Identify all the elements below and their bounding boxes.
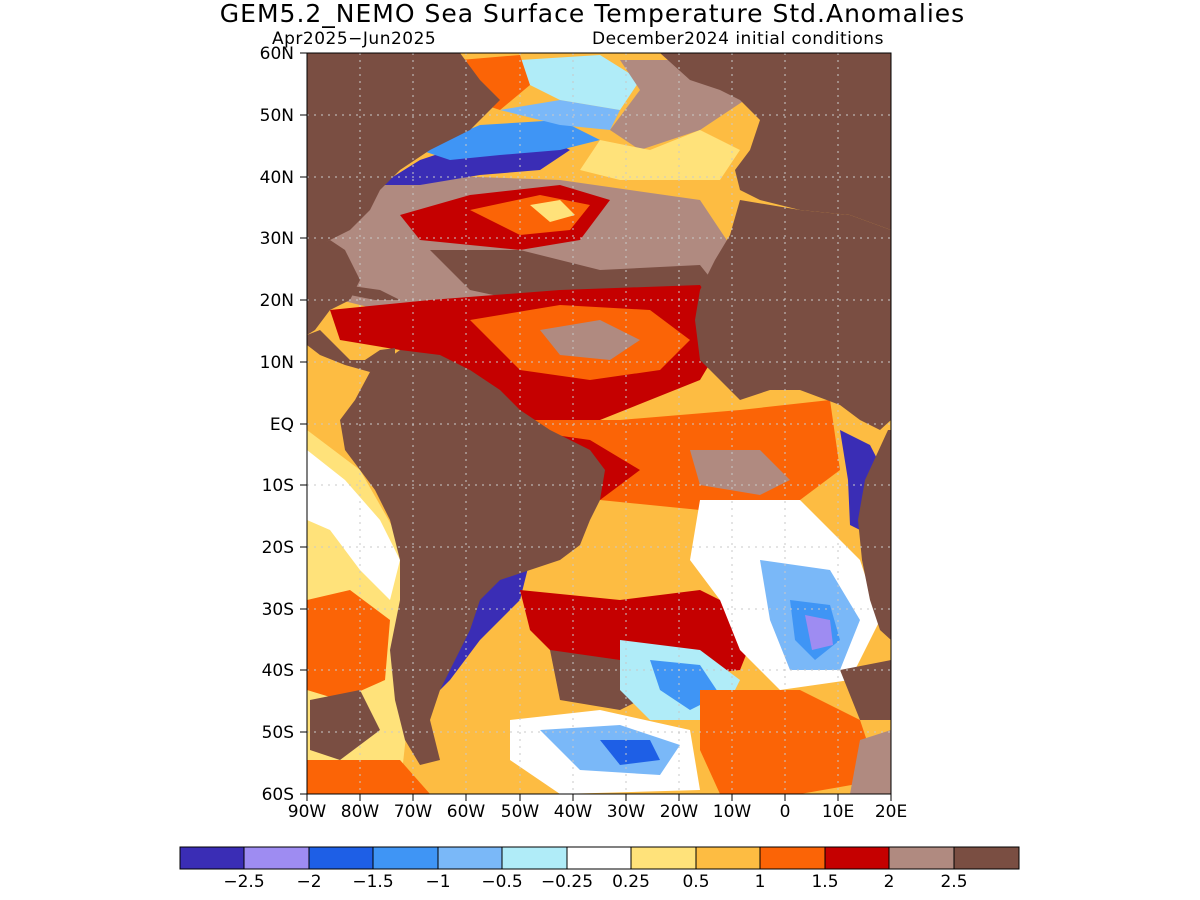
lon-label: 20W [659, 802, 699, 822]
legend-label: −2.5 [223, 872, 265, 892]
color-legend [179, 846, 1020, 870]
legend-label: −2 [296, 872, 322, 892]
lon-label: 50W [500, 802, 540, 822]
legend-box-9 [759, 846, 826, 870]
legend-box-7 [630, 846, 697, 870]
lon-label: 40W [553, 802, 593, 822]
legend-label: 0.5 [682, 872, 710, 892]
legend-label: −1.5 [352, 872, 394, 892]
legend-label: 0.25 [612, 872, 650, 892]
land-europe [660, 53, 891, 230]
lat-label: 20S [261, 538, 294, 558]
legend-label: 1 [754, 872, 766, 892]
legend-label: −0.25 [540, 872, 594, 892]
lat-label: 60S [261, 785, 294, 805]
legend-box-1 [243, 846, 310, 870]
lat-label: 10S [261, 476, 294, 496]
legend-box-2 [308, 846, 374, 870]
lat-label: 20N [259, 291, 294, 311]
legend-box-5 [501, 846, 568, 870]
legend-box-3 [372, 846, 439, 870]
lat-label: 60N [259, 44, 294, 64]
lat-label: 40S [261, 661, 294, 681]
lat-label: 10N [259, 353, 294, 373]
lon-label: 10E [821, 802, 855, 822]
lat-label: 40N [259, 168, 294, 188]
lon-label: 80W [340, 802, 380, 822]
lon-label: 10W [712, 802, 752, 822]
lat-label: EQ [269, 415, 294, 435]
lon-label: 90W [287, 802, 327, 822]
legend-box-11 [888, 846, 955, 870]
lat-label: 50N [259, 106, 294, 126]
axis-ticks [300, 52, 892, 801]
legend-label: 1.5 [811, 872, 839, 892]
land-southern-africa [858, 430, 891, 640]
legend-box-12 [953, 846, 1020, 870]
land-cuba [345, 285, 400, 300]
lat-label: 30S [261, 600, 294, 620]
lon-label: 70W [393, 802, 433, 822]
anomaly-field [307, 55, 891, 794]
lon-label: 0 [779, 802, 791, 822]
legend-box-4 [437, 846, 503, 870]
land-central-america [307, 330, 395, 372]
lon-label: 60W [446, 802, 486, 822]
legend-box-6 [566, 846, 632, 870]
land-north-america [307, 53, 500, 250]
lat-label: 30N [259, 229, 294, 249]
forecast-period: Apr2025−Jun2025 [272, 29, 437, 49]
initial-conditions: December2024 initial conditions [592, 29, 884, 49]
legend-label: −1 [425, 872, 451, 892]
legend-box-10 [824, 846, 890, 870]
land-africa [695, 200, 891, 430]
legend-box-0 [179, 846, 245, 870]
lat-label: 50S [261, 723, 294, 743]
land-south-america [340, 350, 605, 765]
map-plot-area [307, 53, 891, 794]
legend-box-8 [695, 846, 761, 870]
lon-label: 30W [606, 802, 646, 822]
legend-label: 2.5 [940, 872, 968, 892]
graticule [307, 53, 891, 794]
map-title: GEM5.2_NEMO Sea Surface Temperature Std.… [219, 0, 966, 28]
legend-label: 2 [883, 872, 895, 892]
land-masses [307, 53, 891, 765]
legend-label: −0.5 [481, 872, 523, 892]
lon-label: 20E [874, 802, 908, 822]
land-florida-mexico [307, 240, 360, 335]
